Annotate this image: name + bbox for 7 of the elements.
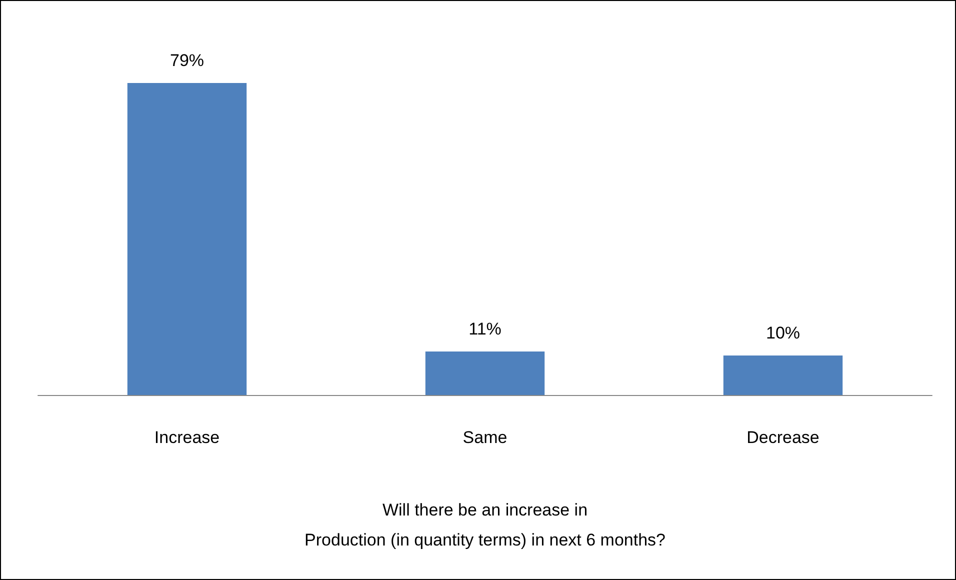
- x-tick-label: Decrease: [746, 428, 820, 447]
- data-label: 10%: [766, 324, 800, 342]
- x-tick-label: Increase: [154, 428, 220, 447]
- x-tick-label: Same: [462, 428, 508, 447]
- data-label: 11%: [468, 320, 502, 339]
- data-label: 79%: [170, 50, 204, 70]
- x-axis-title: Will there be an increase in Production (in quantity terms) in next 6 months?: [304, 500, 666, 550]
